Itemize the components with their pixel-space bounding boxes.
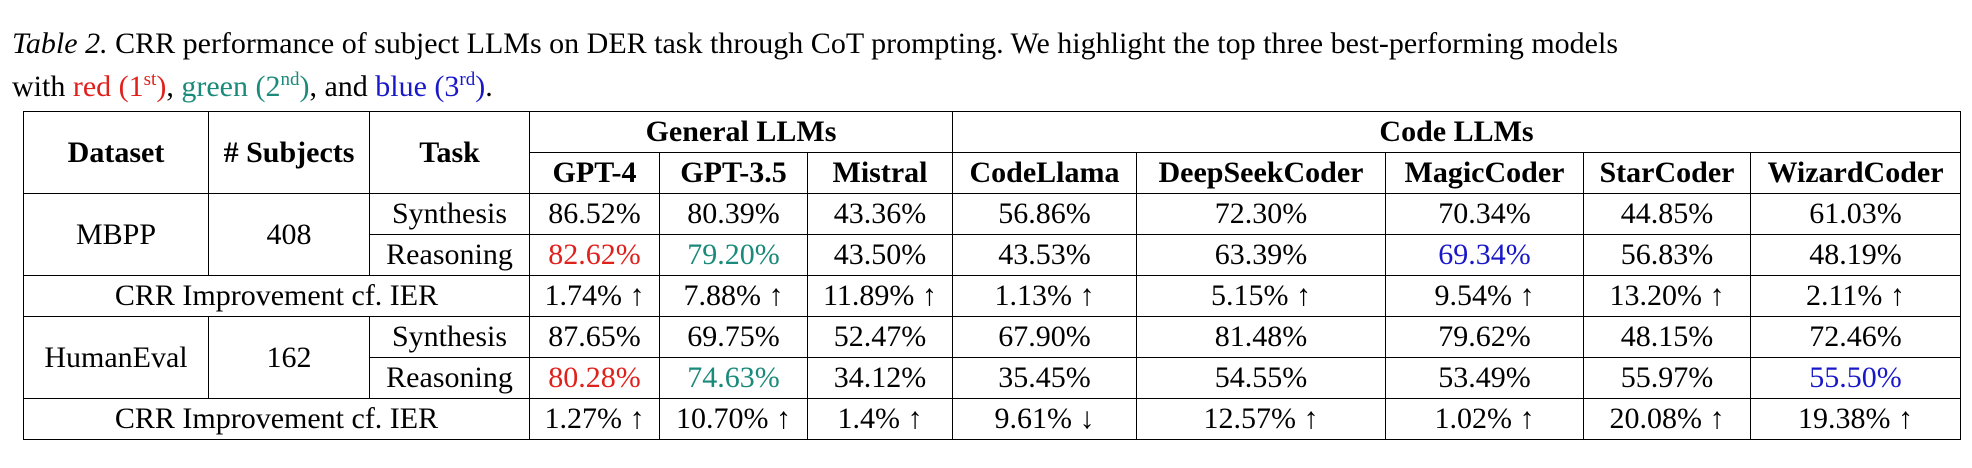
value-cell: 55.50% [1750, 357, 1961, 399]
model-header: Mistral [807, 152, 953, 194]
model-header: DeepSeekCoder [1136, 152, 1386, 194]
value-cell: 86.52% [529, 193, 660, 235]
caption: Table 2. CRR performance of subject LLMs… [12, 22, 1618, 108]
improvement-cell: 1.74% ↑ [529, 275, 660, 317]
data-row: Reasoning 80.28% 74.63% 34.12% 35.45% 54.55% 5… [24, 357, 1961, 399]
value-cell: 34.12% [807, 357, 953, 399]
improvement-cell: 9.61% ↓ [952, 398, 1137, 440]
value-cell: 81.48% [1136, 316, 1386, 358]
improvement-cell: 20.08% ↑ [1583, 398, 1751, 440]
caption-text: ) [299, 70, 310, 103]
value-cell: 48.15% [1583, 316, 1751, 358]
subjects-cell: 162 [208, 316, 370, 399]
data-row: Reasoning 82.62% 79.20% 43.50% 43.53% 63.39% 6… [24, 234, 1961, 276]
caption-text: with [12, 70, 73, 103]
value-cell: 69.75% [659, 316, 808, 358]
value-cell: 44.85% [1583, 193, 1751, 235]
caption-text: blue (3 [375, 70, 460, 103]
value-cell: 43.50% [807, 234, 953, 276]
value-cell: 55.97% [1583, 357, 1751, 399]
improvement-cell: 2.11% ↑ [1750, 275, 1961, 317]
model-header: MagicCoder [1385, 152, 1584, 194]
improvement-cell: 5.15% ↑ [1136, 275, 1386, 317]
caption-line: Table 2. CRR performance of subject LLMs… [12, 22, 1618, 65]
task-cell: Synthesis [369, 316, 530, 358]
caption-text: CRR performance of subject LLMs on DER t… [107, 27, 1618, 60]
task-cell: Reasoning [369, 234, 530, 276]
data-row: MBPP 408 Synthesis 86.52% 80.39% 43.36% 56.86%… [23, 193, 1961, 276]
value-cell: 82.62% [529, 234, 660, 276]
improvement-cell: 1.02% ↑ [1385, 398, 1584, 440]
improvement-cell: 1.27% ↑ [529, 398, 660, 440]
caption-text: green (2 [181, 70, 281, 103]
column-header: Dataset [23, 111, 209, 194]
caption-text: nd [280, 69, 300, 90]
caption-text: ) [156, 70, 167, 103]
caption-text: red (1 [72, 70, 144, 103]
value-cell: 72.46% [1750, 316, 1961, 358]
data-row: HumanEval 162 Synthesis 87.65% 69.75% 52.47% 6… [23, 316, 1961, 399]
value-cell: 63.39% [1136, 234, 1386, 276]
column-header: # Subjects [208, 111, 370, 194]
value-cell: 56.83% [1583, 234, 1751, 276]
caption-text: . [485, 70, 493, 103]
improvement-cell: 1.4% ↑ [807, 398, 953, 440]
table-body: Dataset # Subjects Task General LLMs Code LL… [23, 111, 1961, 440]
value-cell: 52.47% [807, 316, 953, 358]
caption-text: Table 2. [12, 27, 108, 60]
value-cell: 80.28% [529, 357, 660, 399]
improvement-label: CRR Improvement cf. IER [23, 275, 530, 317]
value-cell: 56.86% [952, 193, 1137, 235]
header-row: Dataset # Subjects Task General LLMs Code LL… [23, 111, 1961, 194]
dataset-cell: MBPP [23, 193, 209, 276]
value-cell: 43.36% [807, 193, 953, 235]
model-header: CodeLlama [952, 152, 1137, 194]
value-cell: 67.90% [952, 316, 1137, 358]
improvement-cell: 1.13% ↑ [952, 275, 1137, 317]
value-cell: 80.39% [659, 193, 808, 235]
column-header: Task [369, 111, 530, 194]
caption-text: , and [309, 70, 376, 103]
caption-text: st [143, 69, 157, 90]
dataset-cell: HumanEval [23, 316, 209, 399]
model-header: GPT-3.5 [659, 152, 808, 194]
value-cell: 53.49% [1385, 357, 1584, 399]
improvement-row: CRR Improvement cf. IER 1.74% ↑ 7.88% ↑ 11.… [23, 275, 1961, 317]
group-header: Code LLMs [952, 111, 1961, 153]
subjects-cell: 408 [208, 193, 370, 276]
caption-text: rd [459, 69, 476, 90]
improvement-cell: 11.89% ↑ [807, 275, 953, 317]
value-cell: 72.30% [1136, 193, 1386, 235]
caption-text: ) [475, 70, 486, 103]
value-cell: 54.55% [1136, 357, 1386, 399]
improvement-cell: 12.57% ↑ [1136, 398, 1386, 440]
improvement-row: CRR Improvement cf. IER 1.27% ↑ 10.70% ↑ 1.… [23, 398, 1961, 440]
value-cell: 61.03% [1750, 193, 1961, 235]
improvement-cell: 13.20% ↑ [1583, 275, 1751, 317]
value-cell: 35.45% [952, 357, 1137, 399]
caption-line: with red (1st), green (2nd), and blue (3… [12, 65, 1618, 108]
improvement-cell: 10.70% ↑ [659, 398, 808, 440]
caption-text: , [166, 70, 182, 103]
value-cell: 70.34% [1385, 193, 1584, 235]
value-cell: 79.62% [1385, 316, 1584, 358]
value-cell: 87.65% [529, 316, 660, 358]
task-cell: Synthesis [369, 193, 530, 235]
value-cell: 74.63% [659, 357, 808, 399]
task-cell: Reasoning [369, 357, 530, 399]
value-cell: 79.20% [659, 234, 808, 276]
results-table: Dataset # Subjects Task General LLMs Code LL… [23, 111, 1961, 440]
improvement-cell: 9.54% ↑ [1385, 275, 1584, 317]
value-cell: 69.34% [1385, 234, 1584, 276]
improvement-cell: 19.38% ↑ [1750, 398, 1961, 440]
model-header: StarCoder [1583, 152, 1751, 194]
group-header: General LLMs [529, 111, 953, 153]
value-cell: 48.19% [1750, 234, 1961, 276]
model-header: WizardCoder [1750, 152, 1961, 194]
model-header: GPT-4 [529, 152, 660, 194]
improvement-cell: 7.88% ↑ [659, 275, 808, 317]
value-cell: 43.53% [952, 234, 1137, 276]
improvement-label: CRR Improvement cf. IER [23, 398, 530, 440]
